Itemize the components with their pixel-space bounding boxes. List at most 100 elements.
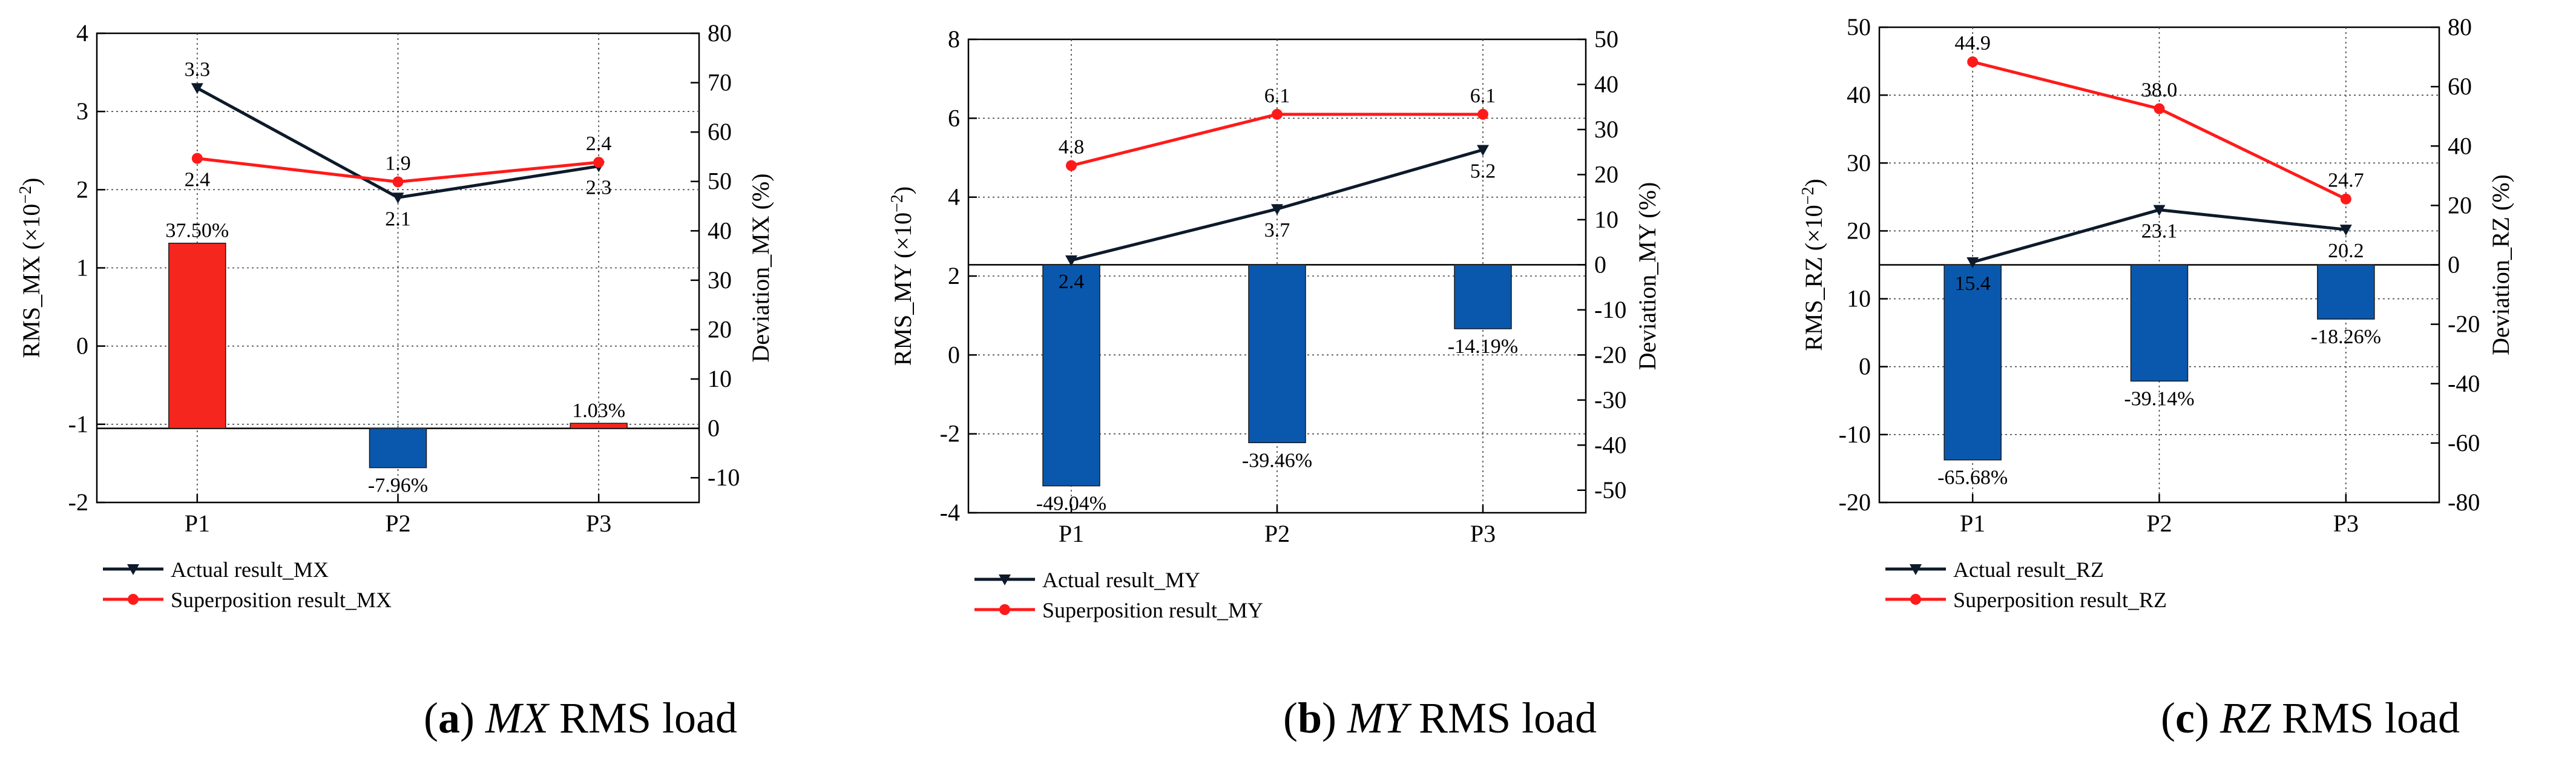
left-axis-title-text: RMS_RZ (×10 <box>1800 205 1827 351</box>
right-tick-label: -40 <box>2448 370 2480 397</box>
right-tick-label: -30 <box>1594 386 1626 413</box>
series-point-label: 4.8 <box>1059 136 1085 159</box>
series-marker-triangle <box>191 83 203 94</box>
x-tick-label: P1 <box>1960 510 1985 537</box>
left-tick-label: 50 <box>1847 13 1871 41</box>
series-marker-triangle <box>1966 257 1979 269</box>
right-axis-title: Deviation_MY (%) <box>1634 182 1661 370</box>
series-point-label: 3.7 <box>1264 219 1290 242</box>
legend-marker-triangle <box>999 574 1011 585</box>
series-point-label: 15.4 <box>1954 272 1991 295</box>
left-axis-title-text: RMS_MX (×10 <box>18 204 45 358</box>
x-tick-label: P1 <box>185 510 210 537</box>
right-tick-label: -60 <box>2448 429 2480 456</box>
deviation-bar-p2 <box>1248 264 1306 444</box>
right-tick-label: 70 <box>708 69 732 96</box>
panel-caption: (c) RZ RMS load <box>2161 694 2460 742</box>
series-point-label: 2.4 <box>185 169 211 191</box>
caption-rest: RMS load <box>1419 694 1597 742</box>
legend-entry-1: Superposition result_MY <box>1042 598 1263 622</box>
right-tick-label: 0 <box>2448 251 2460 278</box>
right-tick-label: 30 <box>708 266 732 294</box>
chart-panel-c: -65.68% -39.14% -18.26% 15.4 23.1 20.2 44.9 38.… <box>1799 13 2514 742</box>
right-tick-label: 60 <box>708 118 732 145</box>
deviation-bar-p1 <box>168 242 226 429</box>
series-marker-triangle <box>1271 204 1283 216</box>
left-tick-label: 1 <box>76 254 88 281</box>
deviation-bar-label: -14.19% <box>1448 335 1518 358</box>
deviation-bar-label: -39.14% <box>2124 388 2194 410</box>
left-axis-title-exponent: −2 <box>16 186 35 204</box>
legend-entry-0: Actual result_MY <box>1042 568 1200 592</box>
series-point-label: 23.1 <box>2141 220 2178 243</box>
series-marker-circle <box>1272 108 1283 120</box>
series-point-label: 3.3 <box>185 58 211 81</box>
right-tick-label: -20 <box>2448 311 2480 338</box>
left-axis-title-exponent: −2 <box>1799 187 1818 205</box>
caption-variable: MY <box>1347 694 1412 742</box>
left-axis-title-exponent: −2 <box>888 194 907 212</box>
x-tick-label: P2 <box>385 510 410 537</box>
right-tick-label: 10 <box>708 365 732 392</box>
legend-marker-triangle <box>127 564 139 575</box>
caption-letter: c <box>2175 694 2195 742</box>
right-tick-label: -40 <box>1594 431 1626 458</box>
x-tick-label: P2 <box>1264 520 1290 547</box>
left-tick-label: 0 <box>76 332 88 360</box>
series-point-label: 38.0 <box>2141 79 2178 102</box>
deviation-bar-label: -7.96% <box>368 475 428 497</box>
caption-close-paren: ) <box>2195 694 2220 742</box>
left-axis-title: RMS_MX (×10−2) <box>16 178 45 358</box>
legend-marker-circle <box>999 604 1010 615</box>
left-tick-label: 2 <box>948 262 960 289</box>
caption-open-paren: ( <box>424 694 438 742</box>
right-tick-label: -80 <box>2448 489 2480 516</box>
caption-variable: RZ <box>2220 694 2272 742</box>
deviation-bar-p1 <box>1944 264 2002 461</box>
series-point-label: 2.1 <box>385 208 411 230</box>
right-tick-label: 0 <box>708 415 720 442</box>
deviation-bar-p3 <box>1454 264 1512 329</box>
series-point-label: 5.2 <box>1470 160 1496 182</box>
panel-caption: (a) MX RMS load <box>424 694 737 742</box>
series-marker-circle <box>2154 103 2165 114</box>
left-axis-title-close: ) <box>18 178 45 186</box>
left-tick-label: 6 <box>948 104 960 131</box>
left-tick-label: -2 <box>68 489 88 516</box>
right-tick-label: 80 <box>708 19 732 47</box>
deviation-bar-label: 37.50% <box>165 220 229 242</box>
x-tick-label: P1 <box>1059 520 1084 547</box>
right-axis-title: Deviation_MX (%) <box>747 173 774 362</box>
deviation-bar-label: -39.46% <box>1242 449 1312 472</box>
left-tick-label: 40 <box>1847 81 1871 108</box>
left-axis-title: RMS_MY (×10−2) <box>888 186 916 366</box>
series-marker-circle <box>1477 108 1488 120</box>
series-marker-circle <box>392 176 404 188</box>
series-marker-triangle <box>2339 225 2352 236</box>
left-tick-label: -10 <box>1839 421 1871 448</box>
legend-marker-circle <box>128 594 139 605</box>
right-tick-label: 40 <box>2448 132 2472 159</box>
series-point-label: 2.4 <box>1059 271 1085 293</box>
series-point-label: 6.1 <box>1470 85 1496 107</box>
right-tick-label: 20 <box>1594 160 1618 188</box>
left-tick-label: 4 <box>948 183 960 211</box>
left-tick-label: 0 <box>1859 353 1871 380</box>
left-tick-label: 3 <box>76 97 88 125</box>
left-axis-title-close: ) <box>1800 179 1827 186</box>
deviation-bar-p3 <box>570 423 628 429</box>
left-tick-label: 10 <box>1847 285 1871 312</box>
caption-close-paren: ) <box>1322 694 1347 742</box>
right-tick-label: 10 <box>1594 206 1618 233</box>
series-marker-circle <box>191 153 203 164</box>
deviation-bar-label: -18.26% <box>2311 326 2381 348</box>
left-axis-title-text: RMS_MY (×10 <box>889 212 916 366</box>
left-axis-title-close: ) <box>889 186 916 194</box>
deviation-bar-p1 <box>1042 264 1100 487</box>
caption-letter: a <box>438 694 460 742</box>
left-tick-label: 0 <box>948 341 960 368</box>
series-point-label: 1.9 <box>385 152 411 174</box>
deviation-bar-p2 <box>369 427 427 469</box>
caption-rest: RMS load <box>2282 694 2460 742</box>
